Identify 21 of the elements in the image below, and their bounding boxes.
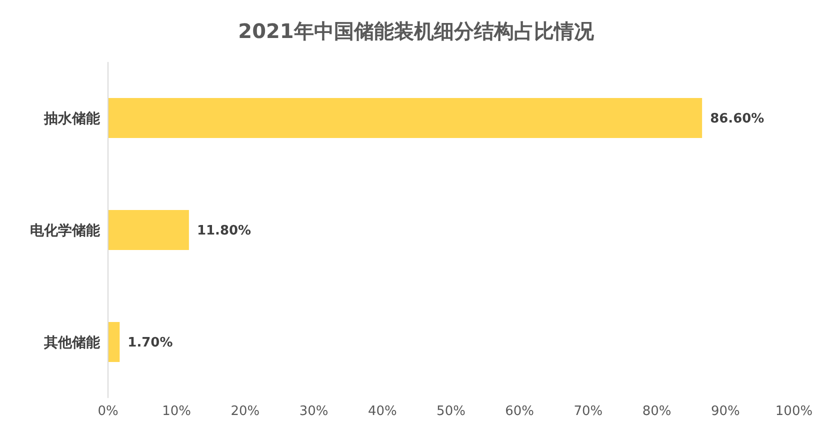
x-tick-label: 100%	[775, 404, 813, 420]
x-tick-label: 80%	[642, 404, 672, 420]
x-tick-label: 40%	[368, 404, 397, 420]
bar	[108, 98, 702, 138]
x-tick-label: 30%	[299, 404, 328, 420]
data-label: 11.80%	[196, 224, 252, 239]
data-label: 1.70%	[128, 336, 173, 351]
bar	[108, 322, 120, 362]
y-tick-label: 电化学储能	[30, 222, 101, 239]
chart-title: 2021年中国储能装机细分结构占比情况	[237, 18, 595, 45]
x-tick-label: 60%	[505, 404, 534, 420]
x-tick-label: 50%	[436, 404, 466, 420]
x-tick-label: 10%	[162, 404, 192, 420]
bar	[108, 210, 189, 250]
x-tick-label: 0%	[98, 404, 118, 420]
x-tick-label: 90%	[710, 404, 740, 420]
x-tick-label: 20%	[230, 404, 260, 420]
data-label: 86.60%	[710, 112, 764, 127]
y-tick-label: 其他储能	[43, 334, 101, 351]
x-tick-label: 70%	[574, 404, 603, 420]
y-tick-label: 抽水储能	[43, 110, 101, 127]
